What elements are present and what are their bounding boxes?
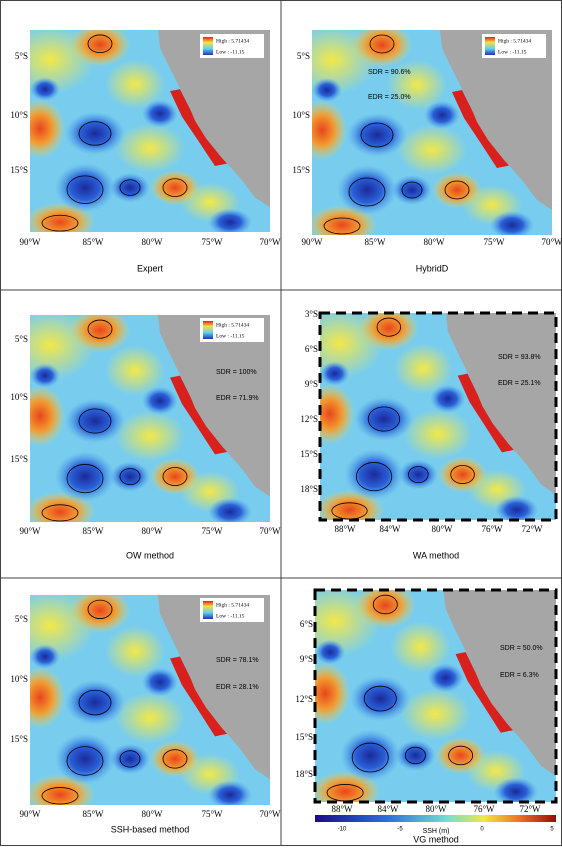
y-tick-label: 15°S (295, 732, 313, 742)
x-tick-label: 88°W (334, 524, 356, 534)
colorbar-tick: -5 (397, 827, 403, 833)
x-tick-label: 75°W (201, 809, 223, 819)
y-tick-label: 6°S (300, 619, 313, 629)
x-tick-label: 90°W (19, 526, 41, 536)
y-tick-label: 15°S (10, 165, 28, 175)
edr-label: EDR = 6.3% (500, 672, 539, 679)
map-image (295, 306, 556, 530)
y-tick-label: 15°S (10, 734, 28, 744)
x-tick-label: 75°W (201, 237, 223, 247)
x-tick-label: 76°W (473, 804, 495, 814)
y-tick-label: 10°S (10, 674, 28, 684)
x-tick-label: 70°W (259, 237, 281, 247)
y-tick-label: 12°S (295, 694, 313, 704)
y-tick-label: 5°S (15, 51, 28, 61)
sdr-label: SDR = 78.1% (216, 657, 259, 664)
y-tick-label: 18°S (295, 769, 313, 779)
x-tick-label: 84°W (377, 804, 399, 814)
x-tick-label: 80°W (141, 237, 163, 247)
map-image (290, 583, 556, 813)
legend-bar (203, 321, 213, 339)
sdr-label: SDR = 90.6% (368, 69, 411, 76)
y-tick-label: 18°S (300, 484, 318, 494)
x-tick-label: 72°W (519, 804, 541, 814)
colorbar-tick: -10 (338, 827, 347, 833)
x-tick-label: 80°W (141, 809, 163, 819)
x-tick-label: 70°W (541, 237, 562, 247)
x-tick-label: 90°W (19, 809, 41, 819)
legend-low: Low : -11.15 (216, 49, 245, 55)
y-tick-label: 10°S (10, 110, 28, 120)
x-tick-label: 72°W (521, 524, 543, 534)
y-tick-label: 3°S (305, 309, 318, 319)
y-tick-label: 5°S (297, 51, 310, 61)
legend-low: Low : -11.15 (216, 333, 245, 339)
legend-bar (203, 37, 213, 55)
legend-bar (485, 37, 495, 55)
y-tick-label: 9°S (305, 379, 318, 389)
y-tick-label: 6°S (305, 344, 318, 354)
x-tick-label: 85°W (82, 809, 104, 819)
caption: OW method (126, 550, 174, 560)
legend-low: Low : -11.15 (216, 613, 245, 619)
x-tick-label: 75°W (201, 526, 223, 536)
y-tick-label: 10°S (10, 392, 28, 402)
x-tick-label: 90°W (19, 237, 41, 247)
caption: Expert (137, 263, 164, 273)
edr-label: EDR = 25.0% (368, 94, 411, 101)
x-tick-label: 80°W (425, 804, 447, 814)
caption: VG method (413, 834, 459, 844)
y-tick-label: 5°S (15, 614, 28, 624)
edr-label: EDR = 25.1% (498, 380, 541, 387)
x-tick-label: 84°W (379, 524, 401, 534)
legend-low: Low : -11.15 (498, 49, 527, 55)
x-tick-label: 70°W (259, 526, 281, 536)
x-tick-label: 85°W (82, 237, 104, 247)
caption: WA method (413, 550, 459, 560)
y-tick-label: 15°S (10, 454, 28, 464)
x-tick-label: 85°W (82, 526, 104, 536)
y-tick-label: 5°S (15, 334, 28, 344)
legend-high: High : 5.71434 (216, 322, 249, 328)
colorbar-tick: 0 (480, 827, 484, 833)
x-tick-label: 75°W (483, 237, 505, 247)
x-tick-label: 70°W (259, 809, 281, 819)
x-tick-label: 90°W (301, 237, 323, 247)
figure: 90°W 85°W 80°W 75°W 70°W 5°S 10°S 15°S Expert Hig… (0, 0, 562, 846)
legend-high: High : 5.71434 (498, 38, 531, 44)
x-tick-label: 80°W (141, 526, 163, 536)
y-tick-label: 9°S (300, 654, 313, 664)
caption: HybridD (416, 263, 449, 273)
x-tick-label: 85°W (364, 237, 386, 247)
edr-label: EDR = 28.1% (216, 684, 259, 691)
legend-high: High : 5.71434 (216, 602, 249, 608)
x-tick-label: 80°W (423, 237, 445, 247)
legend-high: High : 5.71434 (216, 38, 249, 44)
colorbar-label: SSH (m) (423, 828, 450, 835)
y-tick-label: 12°S (300, 414, 318, 424)
edr-label: EDR = 71.9% (216, 395, 259, 402)
legend-bar (203, 601, 213, 619)
y-tick-label: 15°S (300, 449, 318, 459)
colorbar-tick: 5 (550, 827, 554, 833)
sdr-label: SDR = 100% (216, 369, 257, 376)
y-tick-label: 15°S (292, 165, 310, 175)
sdr-label: SDR = 93.8% (498, 354, 541, 361)
x-tick-label: 88°W (331, 804, 353, 814)
colorbar (315, 815, 556, 822)
y-tick-label: 10°S (292, 110, 310, 120)
sdr-label: SDR = 50.0% (500, 645, 543, 652)
caption: SSH-based method (111, 824, 190, 834)
x-tick-label: 76°W (481, 524, 503, 534)
x-tick-label: 80°W (431, 524, 453, 534)
